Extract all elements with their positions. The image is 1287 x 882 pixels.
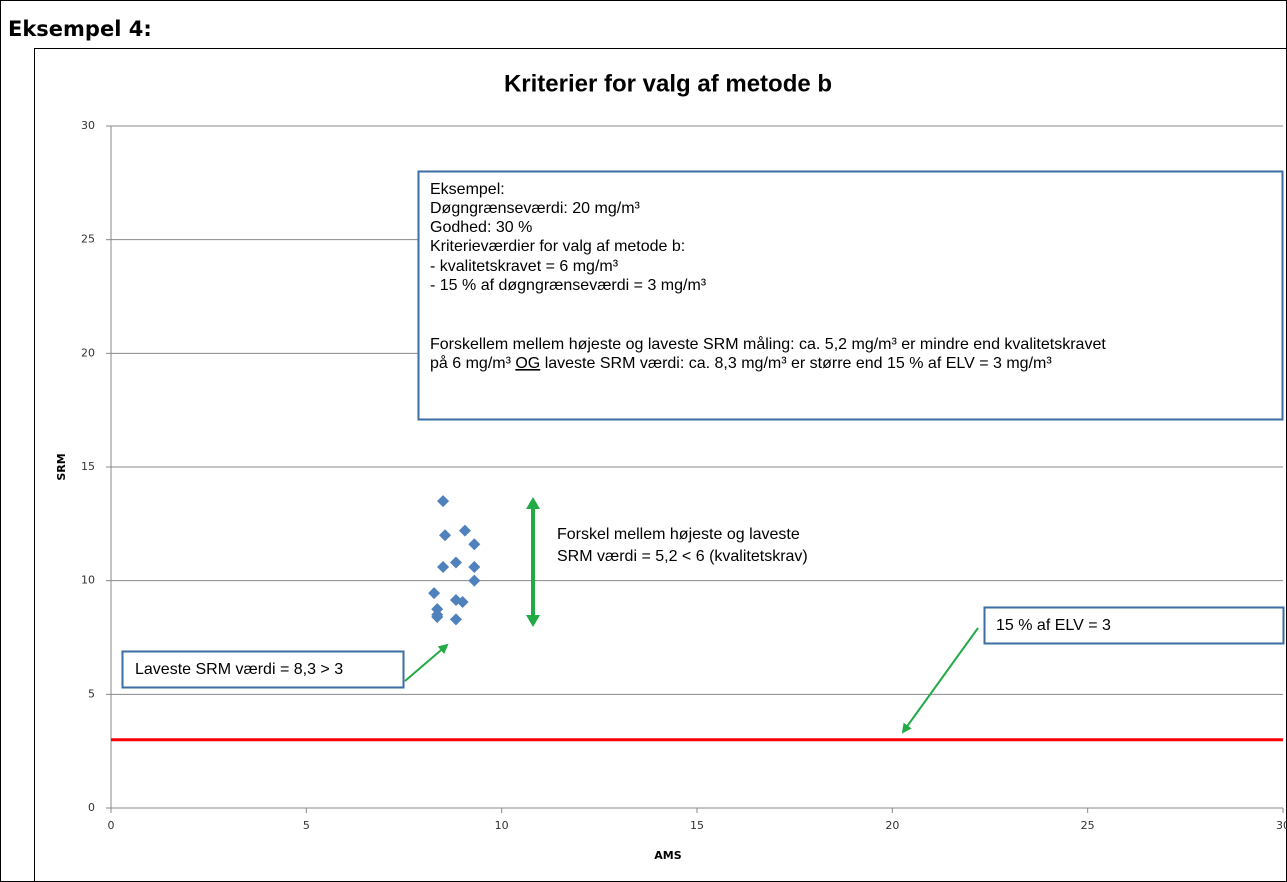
arrow <box>404 643 449 682</box>
point <box>456 596 469 609</box>
point <box>468 538 481 551</box>
y-tick-label: 20 <box>81 346 95 359</box>
y-axis-label: SRM <box>55 453 68 480</box>
y-tick-label: 0 <box>88 801 95 814</box>
lowest-note: Laveste SRM værdi = 8,3 > 3 <box>135 661 343 678</box>
plot-area: 0 5 10 15 20 25 30 0 5 10 15 20 25 30 <box>81 119 1287 832</box>
point <box>437 495 450 508</box>
x-tick-label: 20 <box>885 819 899 832</box>
example-line: Døgngrænseværdi: 20 mg/m³ <box>430 200 641 217</box>
example-line: Eksempel: <box>430 181 505 198</box>
point <box>431 611 444 624</box>
text-part: laveste SRM værdi: ca. 8,3 mg/m³ er stør… <box>540 355 1052 372</box>
x-tick-label: 0 <box>108 819 115 832</box>
lowest-box <box>121 650 405 689</box>
point <box>468 561 481 574</box>
x-tick-label: 5 <box>303 819 310 832</box>
range-note: SRM værdi = 5,2 < 6 (kvalitetskrav) <box>557 548 808 565</box>
point <box>439 529 452 542</box>
heading: Eksempel 4: <box>8 17 152 41</box>
text-part: på 6 mg/m³ <box>430 354 515 372</box>
x-tick-label: 15 <box>690 819 704 832</box>
y-tick-label: 30 <box>81 119 95 132</box>
example-box <box>417 170 1284 421</box>
example-line: Forskellem mellem højeste og laveste SRM… <box>430 335 1106 353</box>
y-tick-label: 10 <box>81 574 95 587</box>
elv-box <box>983 606 1285 645</box>
x-tick-label: 30 <box>1276 819 1287 832</box>
example-line: - 15 % af døgngrænseværdi = 3 mg/m³ <box>430 277 707 294</box>
point <box>458 524 471 537</box>
chart-frame <box>34 48 1287 882</box>
x-tick-label: 10 <box>495 819 509 832</box>
text-part: OG <box>515 355 540 372</box>
y-tick-label: 15 <box>81 460 95 473</box>
point <box>449 613 462 626</box>
example-line: Godhed: 30 % <box>430 219 532 236</box>
y-tick-label: 25 <box>81 233 95 246</box>
point <box>449 556 462 569</box>
range-note: Forskel mellem højeste og laveste <box>557 526 800 543</box>
arrow <box>901 627 979 734</box>
elv-note: 15 % af ELV = 3 <box>996 617 1111 634</box>
x-tick-label: 25 <box>1081 819 1095 832</box>
point <box>468 574 481 587</box>
point <box>428 587 441 600</box>
point <box>437 561 450 574</box>
example-line: Kriterieværdier for valg af metode b: <box>430 238 685 255</box>
example-line: på 6 mg/m³ OG laveste SRM værdi: ca. 8,3… <box>430 354 1052 372</box>
example-line: - kvalitetskravet = 6 mg/m³ <box>430 258 619 275</box>
x-axis-label: AMS <box>654 849 681 862</box>
chart-title: Kriterier for valg af metode b <box>504 70 832 97</box>
example-text: Eksempel: Døgngrænseværdi: 20 mg/m³ Godhed… <box>430 181 1106 353</box>
y-tick-label: 5 <box>88 687 95 700</box>
